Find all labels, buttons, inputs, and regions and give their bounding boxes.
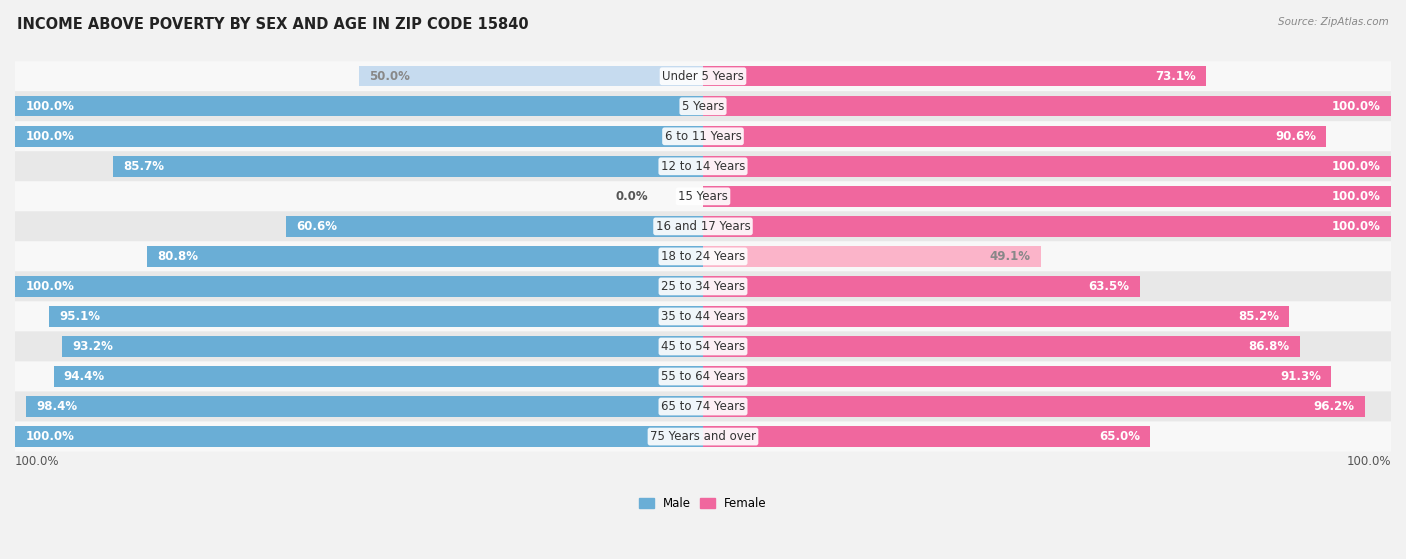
Text: 100.0%: 100.0%: [25, 430, 75, 443]
Text: 86.8%: 86.8%: [1249, 340, 1289, 353]
Text: 100.0%: 100.0%: [1331, 160, 1381, 173]
Text: Under 5 Years: Under 5 Years: [662, 70, 744, 83]
Bar: [114, 156, 703, 177]
Bar: [703, 96, 1391, 116]
Bar: [49, 306, 703, 326]
Bar: [703, 396, 1365, 417]
Text: 18 to 24 Years: 18 to 24 Years: [661, 250, 745, 263]
Bar: [703, 246, 1040, 267]
FancyBboxPatch shape: [15, 151, 1391, 181]
Text: 100.0%: 100.0%: [15, 454, 59, 467]
Text: 49.1%: 49.1%: [990, 250, 1031, 263]
FancyBboxPatch shape: [15, 331, 1391, 362]
Text: 65 to 74 Years: 65 to 74 Years: [661, 400, 745, 413]
FancyBboxPatch shape: [15, 421, 1391, 452]
FancyBboxPatch shape: [15, 121, 1391, 151]
Text: 60.6%: 60.6%: [297, 220, 337, 233]
FancyBboxPatch shape: [15, 241, 1391, 272]
Bar: [703, 156, 1391, 177]
Text: 6 to 11 Years: 6 to 11 Years: [665, 130, 741, 143]
Legend: Male, Female: Male, Female: [640, 497, 766, 510]
Bar: [703, 216, 1391, 236]
Text: 98.4%: 98.4%: [37, 400, 77, 413]
Text: 75 Years and over: 75 Years and over: [650, 430, 756, 443]
Text: 45 to 54 Years: 45 to 54 Years: [661, 340, 745, 353]
Bar: [359, 66, 703, 87]
Bar: [703, 337, 1301, 357]
Bar: [15, 276, 703, 297]
Text: 100.0%: 100.0%: [25, 130, 75, 143]
Bar: [25, 396, 703, 417]
Bar: [703, 306, 1289, 326]
Text: Source: ZipAtlas.com: Source: ZipAtlas.com: [1278, 17, 1389, 27]
Text: 85.7%: 85.7%: [124, 160, 165, 173]
Text: 80.8%: 80.8%: [157, 250, 198, 263]
Bar: [15, 96, 703, 116]
FancyBboxPatch shape: [15, 362, 1391, 391]
FancyBboxPatch shape: [15, 181, 1391, 211]
Text: 25 to 34 Years: 25 to 34 Years: [661, 280, 745, 293]
Text: 55 to 64 Years: 55 to 64 Years: [661, 370, 745, 383]
Text: 35 to 44 Years: 35 to 44 Years: [661, 310, 745, 323]
FancyBboxPatch shape: [15, 211, 1391, 241]
Text: 73.1%: 73.1%: [1154, 70, 1195, 83]
Text: 100.0%: 100.0%: [25, 280, 75, 293]
FancyBboxPatch shape: [15, 272, 1391, 301]
Bar: [703, 366, 1331, 387]
Text: 94.4%: 94.4%: [63, 370, 105, 383]
Text: 100.0%: 100.0%: [25, 100, 75, 113]
FancyBboxPatch shape: [15, 301, 1391, 331]
FancyBboxPatch shape: [15, 391, 1391, 421]
Text: 12 to 14 Years: 12 to 14 Years: [661, 160, 745, 173]
Text: 16 and 17 Years: 16 and 17 Years: [655, 220, 751, 233]
Text: 91.3%: 91.3%: [1279, 370, 1320, 383]
Text: 50.0%: 50.0%: [370, 70, 411, 83]
Text: 15 Years: 15 Years: [678, 190, 728, 203]
Text: 96.2%: 96.2%: [1313, 400, 1354, 413]
Text: 95.1%: 95.1%: [59, 310, 100, 323]
Text: 85.2%: 85.2%: [1237, 310, 1279, 323]
Bar: [148, 246, 703, 267]
Bar: [703, 427, 1150, 447]
Text: 0.0%: 0.0%: [616, 190, 648, 203]
Bar: [15, 126, 703, 146]
Text: 100.0%: 100.0%: [1331, 100, 1381, 113]
Bar: [53, 366, 703, 387]
Text: 63.5%: 63.5%: [1088, 280, 1129, 293]
Bar: [285, 216, 703, 236]
Bar: [15, 427, 703, 447]
Text: 100.0%: 100.0%: [1331, 190, 1381, 203]
FancyBboxPatch shape: [15, 91, 1391, 121]
FancyBboxPatch shape: [15, 61, 1391, 91]
Bar: [62, 337, 703, 357]
Text: 65.0%: 65.0%: [1099, 430, 1140, 443]
Text: 93.2%: 93.2%: [72, 340, 112, 353]
Text: 90.6%: 90.6%: [1275, 130, 1316, 143]
Bar: [703, 276, 1140, 297]
Bar: [703, 66, 1206, 87]
Bar: [703, 126, 1326, 146]
Text: 5 Years: 5 Years: [682, 100, 724, 113]
Bar: [703, 186, 1391, 207]
Text: INCOME ABOVE POVERTY BY SEX AND AGE IN ZIP CODE 15840: INCOME ABOVE POVERTY BY SEX AND AGE IN Z…: [17, 17, 529, 32]
Text: 100.0%: 100.0%: [1347, 454, 1391, 467]
Text: 100.0%: 100.0%: [1331, 220, 1381, 233]
